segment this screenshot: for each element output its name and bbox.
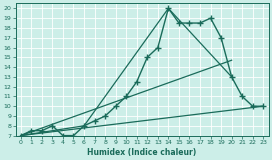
X-axis label: Humidex (Indice chaleur): Humidex (Indice chaleur) [87, 148, 197, 156]
